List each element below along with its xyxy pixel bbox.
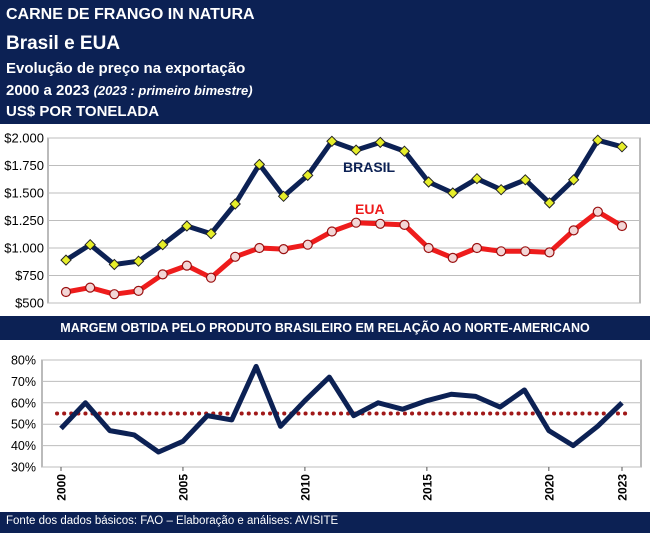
margin-x-tick-label: 2023 [616, 474, 630, 501]
point-eua [254, 242, 265, 254]
title-countries: Brasil e EUA [6, 33, 121, 54]
margin-y-tick-label: 60% [11, 396, 36, 410]
point-brasil [471, 172, 483, 185]
margin-x-tick-label: 2000 [55, 474, 69, 501]
point-brasil [567, 174, 580, 186]
point-brasil [350, 144, 362, 156]
point-brasil [495, 183, 507, 196]
price-y-tick-label: $1.250 [4, 213, 44, 228]
point-brasil [543, 197, 556, 209]
margin-x-tick-label: 2020 [542, 474, 556, 501]
margin-y-tick-label: 50% [11, 418, 36, 432]
point-brasil [229, 198, 241, 210]
header: CARNE DE FRANGO IN NATURA Brasil e EUA E… [0, 0, 650, 124]
point-brasil [447, 187, 459, 199]
point-eua [592, 206, 603, 217]
point-eua [205, 272, 217, 283]
margin-x-tick-label: 2015 [420, 474, 434, 501]
point-eua [85, 282, 96, 293]
point-brasil [302, 169, 314, 182]
point-eua [520, 246, 531, 257]
price-y-tick-label: $1.000 [4, 241, 44, 256]
point-eua [350, 217, 362, 228]
period-note: (2023 : primeiro bimestre) [93, 83, 253, 98]
point-brasil [422, 176, 435, 188]
point-eua [496, 246, 507, 257]
price-y-tick-label: $750 [15, 268, 44, 283]
price-y-tick-label: $1.500 [4, 186, 44, 201]
point-eua [399, 219, 410, 230]
price-y-tick-label: $500 [15, 296, 44, 311]
margin-y-tick-label: 80% [11, 354, 36, 368]
point-brasil [205, 227, 217, 240]
title-product: CARNE DE FRANGO IN NATURA [6, 6, 255, 23]
price-y-tick-label: $2.000 [4, 131, 44, 146]
margin-x-tick-label: 2010 [298, 474, 312, 501]
point-brasil [84, 238, 96, 251]
margin-y-tick-label: 30% [11, 461, 36, 475]
title-period: 2000 a 2023 (2023 : primeiro bimestre) [6, 82, 253, 99]
point-brasil [156, 238, 169, 251]
point-eua [544, 247, 555, 258]
margin-x-tick-label: 2005 [176, 474, 190, 501]
point-brasil [132, 255, 145, 267]
margin-section-title: MARGEM OBTIDA PELO PRODUTO BRASILEIRO EM… [0, 316, 650, 340]
point-eua [278, 244, 289, 255]
price-y-tick-label: $1.750 [4, 158, 44, 173]
period-range: 2000 a 2023 [6, 82, 90, 99]
margin-series-line [59, 363, 624, 455]
title-unit: US$ POR TONELADA [6, 103, 160, 120]
point-brasil [253, 158, 266, 171]
source-footer: Fonte dos dados básicos: FAO – Elaboraçã… [0, 512, 650, 533]
point-brasil [374, 136, 386, 149]
point-eua [109, 289, 120, 300]
series-label-brasil: BRASIL [343, 159, 396, 175]
point-brasil [108, 258, 121, 271]
point-eua [60, 286, 72, 298]
point-brasil [181, 220, 193, 232]
point-brasil [592, 134, 604, 146]
point-eua [568, 225, 579, 236]
point-brasil [616, 141, 628, 153]
margin-y-tick-label: 40% [11, 439, 36, 453]
series-label-eua: EUA [355, 201, 385, 217]
point-eua [616, 220, 628, 232]
point-brasil [60, 254, 72, 266]
point-eua [447, 252, 458, 263]
point-eua [471, 242, 483, 254]
point-brasil [277, 190, 290, 203]
point-eua [423, 242, 434, 254]
series-line-brasil [64, 137, 623, 267]
point-brasil [398, 145, 411, 157]
point-eua [230, 251, 241, 262]
margin-y-tick-label: 70% [11, 375, 36, 389]
point-brasil [519, 174, 532, 186]
point-eua [302, 239, 313, 250]
point-eua [181, 260, 192, 271]
point-eua [157, 269, 168, 280]
point-eua [133, 285, 144, 296]
point-eua [375, 218, 386, 229]
title-description: Evolução de preço na exportação [6, 60, 246, 77]
point-eua [326, 226, 338, 237]
point-brasil [326, 135, 338, 148]
